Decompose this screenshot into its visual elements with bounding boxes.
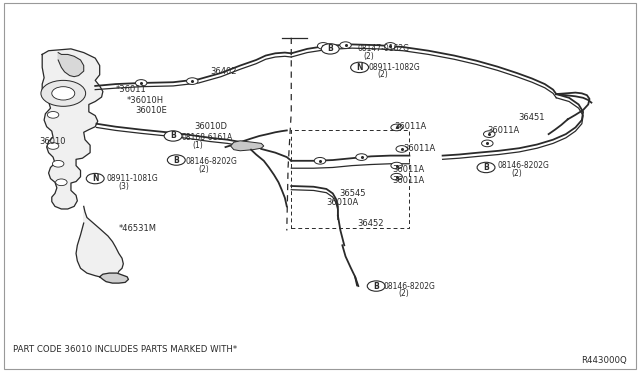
Text: B: B (170, 131, 176, 141)
Circle shape (391, 162, 403, 169)
Circle shape (56, 179, 67, 186)
Circle shape (340, 42, 351, 48)
Polygon shape (42, 49, 103, 209)
Text: 08911-1081G: 08911-1081G (106, 174, 158, 183)
Circle shape (481, 140, 493, 147)
Circle shape (52, 160, 64, 167)
Text: (2): (2) (198, 165, 209, 174)
Circle shape (483, 131, 495, 137)
Text: *36011: *36011 (116, 85, 147, 94)
Text: 36011A: 36011A (395, 122, 427, 131)
Text: B: B (483, 163, 489, 172)
Text: N: N (92, 174, 99, 183)
Text: (1): (1) (192, 141, 203, 150)
Text: 08168-6161A: 08168-6161A (181, 133, 233, 142)
Text: R443000Q: R443000Q (580, 356, 627, 365)
Circle shape (391, 124, 403, 131)
Circle shape (391, 173, 403, 180)
Text: 08911-1082G: 08911-1082G (369, 63, 420, 72)
Polygon shape (100, 273, 129, 283)
Circle shape (136, 80, 147, 86)
Text: 08146-8202G: 08146-8202G (497, 161, 549, 170)
Circle shape (52, 87, 75, 100)
Polygon shape (58, 52, 84, 77)
Circle shape (367, 281, 385, 291)
Circle shape (164, 131, 182, 141)
Circle shape (356, 154, 367, 160)
Text: (2): (2) (398, 289, 409, 298)
Polygon shape (76, 206, 124, 279)
Text: 08146-8202G: 08146-8202G (384, 282, 436, 291)
Text: (3): (3) (119, 182, 130, 190)
Text: *46531M: *46531M (119, 224, 157, 233)
Text: 36402: 36402 (210, 67, 237, 76)
Polygon shape (230, 141, 264, 151)
Circle shape (385, 42, 396, 49)
Text: B: B (173, 155, 179, 164)
Circle shape (168, 155, 185, 165)
Text: 36011A: 36011A (487, 126, 520, 135)
Circle shape (314, 157, 326, 164)
Circle shape (186, 78, 198, 84)
Text: (2): (2) (364, 52, 374, 61)
Text: N: N (356, 63, 363, 72)
Text: 36010A: 36010A (326, 198, 358, 207)
Circle shape (41, 80, 86, 106)
Text: (2): (2) (511, 169, 522, 177)
Circle shape (351, 62, 369, 73)
Text: B: B (373, 282, 379, 291)
Circle shape (47, 112, 59, 118)
Text: 36451: 36451 (518, 113, 545, 122)
Text: (2): (2) (378, 70, 388, 79)
Text: 36011A: 36011A (392, 165, 424, 174)
Text: 36010E: 36010E (135, 106, 166, 115)
Text: 36010D: 36010D (194, 122, 227, 131)
Circle shape (477, 162, 495, 173)
Circle shape (47, 142, 59, 149)
Circle shape (321, 44, 339, 54)
Text: 36011A: 36011A (403, 144, 435, 153)
Text: 08146-8202G: 08146-8202G (186, 157, 238, 166)
Text: *36010H: *36010H (127, 96, 164, 105)
Text: 36011A: 36011A (392, 176, 424, 185)
Text: 36010: 36010 (39, 137, 65, 146)
Text: 36452: 36452 (357, 219, 383, 228)
Text: 36545: 36545 (339, 189, 365, 198)
Text: B: B (327, 44, 333, 53)
Circle shape (86, 173, 104, 184)
Circle shape (396, 145, 408, 152)
Text: 08147-0162G: 08147-0162G (357, 44, 409, 53)
Circle shape (317, 42, 329, 49)
Text: PART CODE 36010 INCLUDES PARTS MARKED WITH*: PART CODE 36010 INCLUDES PARTS MARKED WI… (13, 344, 237, 353)
